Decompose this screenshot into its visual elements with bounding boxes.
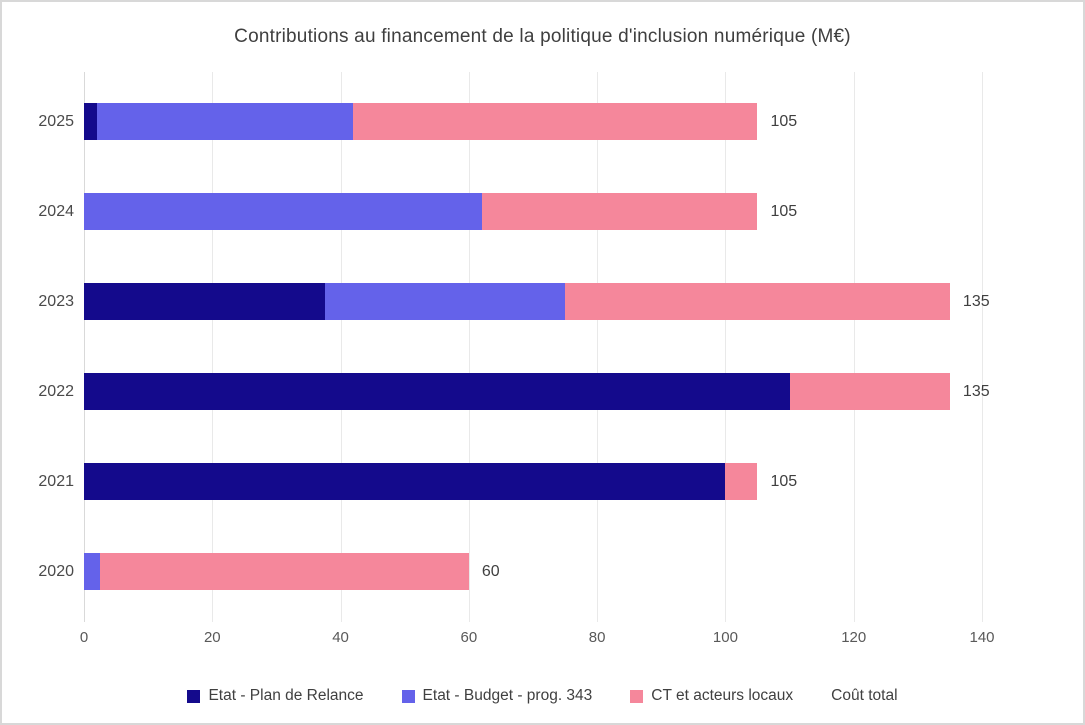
gridline-0: [84, 72, 85, 622]
total-value-label: 105: [770, 473, 798, 490]
x-tick-label: 0: [79, 629, 89, 646]
category-label: 2021: [38, 473, 74, 490]
total-value-label: 135: [962, 293, 990, 310]
legend-label: Etat - Plan de Relance: [208, 687, 364, 704]
legend-label: Etat - Budget - prog. 343: [422, 687, 593, 704]
gridline-60: [468, 72, 470, 622]
legend-item: Etat - Budget - prog. 343: [401, 687, 593, 705]
total-value-label: 60: [481, 563, 500, 580]
bar-segment-ct-acteurs-locaux: [481, 193, 758, 230]
total-value-label: 135: [962, 383, 990, 400]
category-label: 2022: [38, 383, 74, 400]
legend-item: CT et acteurs locaux: [630, 687, 793, 705]
category-label: 2020: [38, 563, 74, 580]
x-tick-label: 60: [460, 629, 478, 646]
plot-area: 0 20 40 60 80 100 120 140 2025 105 2024 105 2023 135 2…: [38, 72, 1076, 646]
x-tick-label: 140: [969, 629, 995, 646]
bar-segment-budget-prog-343: [84, 193, 482, 230]
x-tick-label: 100: [712, 629, 738, 646]
gridline-80: [597, 72, 599, 622]
bar-segment-plan-de-relance: [84, 373, 790, 410]
gridline-20: [212, 72, 214, 622]
legend: Etat - Plan de Relance Etat - Budget - pr…: [2, 687, 1083, 705]
legend-label-total: Coût total: [831, 687, 898, 704]
x-tick-label: 20: [203, 629, 221, 646]
category-label: 2025: [38, 113, 74, 130]
legend-label: CT et acteurs locaux: [651, 687, 794, 704]
legend-item-total: Coût total: [831, 687, 897, 705]
x-tick-label: 120: [841, 629, 867, 646]
gridline-140: [982, 72, 983, 622]
x-tick-label: 80: [588, 629, 606, 646]
bar-segment-ct-acteurs-locaux: [100, 553, 469, 590]
bar-segment-ct-acteurs-locaux: [353, 103, 758, 140]
total-value-label: 105: [770, 113, 798, 130]
total-value-label: 105: [770, 203, 798, 220]
bar-segment-budget-prog-343: [84, 553, 101, 590]
gridline-40: [340, 72, 342, 622]
bar-segment-ct-acteurs-locaux: [789, 373, 950, 410]
legend-swatch-icon: [401, 689, 415, 703]
legend-swatch-icon: [630, 689, 644, 703]
x-tick-label: 40: [332, 629, 349, 646]
bar-segment-ct-acteurs-locaux: [565, 283, 950, 320]
gridline-100: [725, 72, 727, 622]
gridline-120: [853, 72, 855, 622]
chart-title: Contributions au financement de la polit…: [234, 26, 851, 47]
category-label: 2023: [38, 293, 74, 310]
bar-segment-plan-de-relance: [84, 103, 97, 140]
bar-segment-ct-acteurs-locaux: [725, 463, 758, 500]
legend-item: Etat - Plan de Relance: [187, 687, 364, 705]
category-label: 2024: [38, 203, 74, 220]
bar-segment-budget-prog-343: [324, 283, 566, 320]
bar-segment-plan-de-relance: [84, 283, 325, 320]
legend-swatch-icon: [187, 689, 201, 703]
bar-segment-budget-prog-343: [96, 103, 354, 140]
bar-segment-plan-de-relance: [84, 463, 726, 500]
